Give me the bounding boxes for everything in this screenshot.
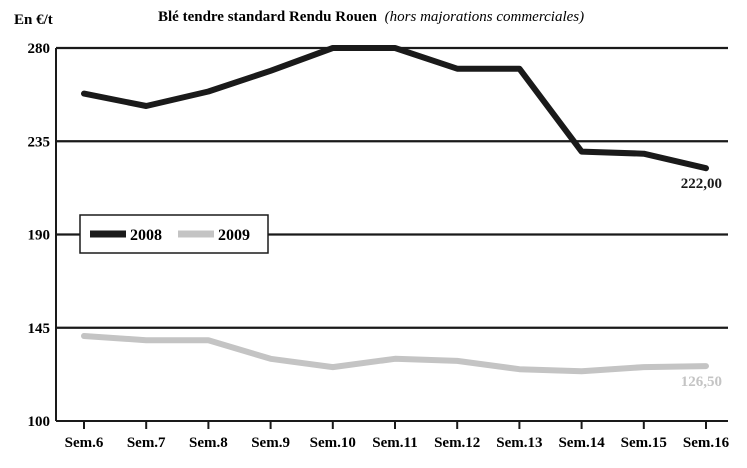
legend-label-2009: 2009 <box>218 227 250 244</box>
x-tick-label-Sem.8: Sem.8 <box>189 435 228 451</box>
x-tick-label-Sem.11: Sem.11 <box>372 435 417 451</box>
y-tick-label-235: 235 <box>28 134 51 150</box>
y-tick-label-145: 145 <box>28 321 51 337</box>
x-tick-label-Sem.14: Sem.14 <box>558 435 605 451</box>
data-point-2009-Sem.15 <box>643 366 645 368</box>
x-tick-label-Sem.10: Sem.10 <box>310 435 356 451</box>
x-tick-label-Sem.15: Sem.15 <box>621 435 667 451</box>
data-point-2009-Sem.7 <box>145 339 147 341</box>
data-point-2009-Sem.9 <box>270 358 272 360</box>
data-point-2008-Sem.16 <box>705 167 707 169</box>
data-point-2009-Sem.14 <box>581 370 583 372</box>
data-point-2009-Sem.16 <box>705 365 707 367</box>
data-point-2008-Sem.12 <box>456 68 458 70</box>
data-point-2009-Sem.6 <box>83 335 85 337</box>
y-ticks: 100 145 190 235 280 <box>28 41 51 430</box>
data-point-2008-Sem.14 <box>581 151 583 153</box>
legend-label-2008: 2008 <box>130 227 162 244</box>
legend: 2008 2009 <box>79 214 269 254</box>
x-tick-label-Sem.12: Sem.12 <box>434 435 480 451</box>
chart-subtitle: (hors majorations commerciales) <box>385 9 584 25</box>
data-point-2009-Sem.13 <box>518 368 520 370</box>
y-axis-label: En €/t <box>14 12 53 28</box>
chart-title-main: Blé tendre standard Rendu Rouen <box>158 9 378 25</box>
x-tick-label-Sem.13: Sem.13 <box>496 435 542 451</box>
chart-title: Blé tendre standard Rendu Rouen (hors ma… <box>158 9 584 25</box>
data-point-2009-Sem.12 <box>456 360 458 362</box>
data-point-2008-Sem.7 <box>145 105 147 107</box>
series-group <box>81 45 709 375</box>
x-tick-label-Sem.9: Sem.9 <box>251 435 290 451</box>
x-tick-label-Sem.6: Sem.6 <box>65 435 104 451</box>
data-point-2009-Sem.8 <box>207 339 209 341</box>
data-point-2008-Sem.13 <box>518 68 520 70</box>
y-tick-label-280: 280 <box>28 41 51 57</box>
x-tick-label-Sem.7: Sem.7 <box>127 435 166 451</box>
data-point-2008-Sem.9 <box>270 70 272 72</box>
end-label-2009: 126,50 <box>681 374 722 390</box>
end-labels: 222,00 126,50 <box>681 176 722 390</box>
series-line-2008 <box>81 45 709 172</box>
series-line-2009 <box>81 333 709 375</box>
x-tick-label-Sem.16: Sem.16 <box>683 435 730 451</box>
grid <box>56 46 728 329</box>
end-label-2008: 222,00 <box>681 176 722 192</box>
y-tick-label-100: 100 <box>28 414 51 430</box>
data-point-2008-Sem.6 <box>83 93 85 95</box>
data-point-2009-Sem.11 <box>394 358 396 360</box>
axes <box>55 48 728 422</box>
data-point-2008-Sem.8 <box>207 91 209 93</box>
data-point-2009-Sem.10 <box>332 366 334 368</box>
y-tick-label-190: 190 <box>28 228 51 244</box>
data-point-2008-Sem.10 <box>332 47 334 49</box>
data-point-2008-Sem.15 <box>643 153 645 155</box>
data-point-2008-Sem.11 <box>394 47 396 49</box>
x-ticks: Sem.6 Sem.7 Sem.8 Sem.9 Sem.10 Sem.11 Sem.12 Se… <box>65 421 730 451</box>
